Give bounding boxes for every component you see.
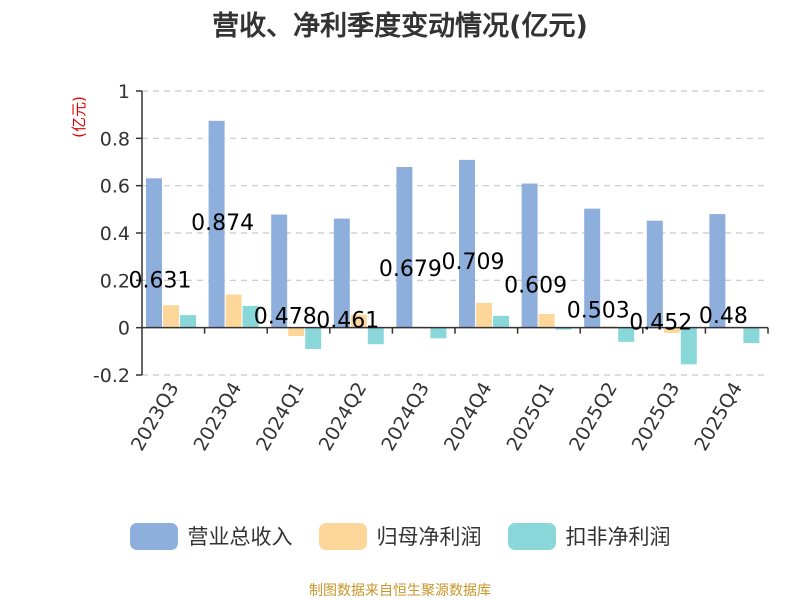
bar-revenue — [271, 214, 288, 328]
legend-item-net-profit[interactable]: 归母净利润 — [318, 521, 482, 551]
legend: 营业总收入 归母净利润 扣非净利润 — [0, 518, 800, 554]
legend-label-deducted-profit: 扣非净利润 — [565, 525, 671, 549]
bar-deducted-profit — [743, 327, 760, 344]
x-category-label: 2024Q4 — [440, 379, 497, 455]
data-label: 0.503 — [567, 299, 630, 324]
y-tick-label: 1 — [118, 81, 130, 103]
bar-net-profit — [163, 305, 179, 328]
x-category-label: 2025Q3 — [628, 379, 685, 455]
bar-revenue — [333, 218, 350, 328]
bar-deducted-profit — [367, 327, 384, 345]
x-category-label: 2025Q1 — [502, 379, 559, 455]
bar-revenue — [396, 166, 413, 328]
bar-net-profit — [476, 302, 492, 328]
bar-deducted-profit — [493, 315, 509, 328]
bar-net-profit — [538, 313, 555, 328]
bar-deducted-profit — [430, 327, 447, 339]
bar-net-profit — [663, 327, 680, 333]
y-tick-label: 0 — [118, 318, 130, 340]
data-label: 0.452 — [629, 311, 692, 336]
x-category-label: 2023Q4 — [189, 379, 246, 455]
bar-revenue — [459, 159, 475, 328]
bar-revenue — [208, 120, 225, 328]
y-tick-label: 0.6 — [100, 176, 130, 198]
x-category-label: 2024Q2 — [315, 379, 372, 455]
y-tick-label: 0.4 — [100, 223, 130, 245]
data-label: 0.709 — [442, 250, 505, 275]
legend-swatch-net-profit — [318, 522, 367, 550]
bar-net-profit — [225, 294, 242, 328]
data-labels: 0.631 0.874 0.478 0.461 0.679 0.7090.6090.503… — [129, 211, 748, 336]
bar-revenue — [584, 208, 601, 328]
bar-revenue — [709, 214, 726, 328]
bar-deducted-profit — [305, 327, 322, 349]
chart-title: 营收、净利季度变动情况(亿元) — [212, 11, 588, 42]
bar-revenue — [521, 183, 538, 328]
legend-swatch-revenue — [129, 522, 178, 550]
bar-revenue — [646, 220, 663, 328]
x-category-label: 2023Q3 — [127, 379, 184, 455]
bar-deducted-profit — [680, 327, 697, 365]
grid-lines — [142, 90, 768, 376]
bar-deducted-profit — [180, 315, 196, 328]
x-category-label: 2024Q1 — [252, 379, 309, 455]
data-label: 0.48 — [699, 304, 748, 329]
bar-deducted-profit — [242, 305, 259, 328]
data-label: 0.874 — [191, 211, 254, 236]
y-tick-label: 0.8 — [100, 128, 130, 150]
x-category-label: 2024Q3 — [377, 379, 434, 455]
legend-swatch-deducted-profit — [507, 522, 556, 550]
data-label: 0.631 — [129, 268, 192, 293]
bar-deducted-profit — [618, 327, 635, 342]
x-category-label: 2025Q2 — [565, 379, 622, 455]
legend-item-revenue[interactable]: 营业总收入 — [129, 521, 293, 551]
bar-net-profit — [288, 327, 305, 336]
bar-deducted-profit — [555, 327, 572, 330]
legend-item-deducted-profit[interactable]: 扣非净利润 — [507, 521, 671, 551]
legend-label-revenue: 营业总收入 — [187, 525, 293, 549]
data-label: 0.609 — [504, 274, 567, 299]
data-label: 0.679 — [379, 257, 442, 282]
legend-label-net-profit: 归母净利润 — [376, 525, 482, 549]
y-tick-label: -0.2 — [93, 365, 130, 387]
data-label: 0.478 — [254, 305, 317, 330]
y-tick-label: 0.2 — [100, 270, 130, 292]
x-category-label: 2025Q4 — [690, 379, 747, 455]
y-axis-unit-label: (亿元) — [70, 96, 88, 138]
bar-net-profit — [350, 314, 367, 328]
bar-revenue — [146, 178, 162, 328]
bars — [146, 120, 760, 365]
source-note: 制图数据来自恒生聚源数据库 — [309, 583, 491, 599]
data-label: 0.461 — [316, 309, 379, 334]
